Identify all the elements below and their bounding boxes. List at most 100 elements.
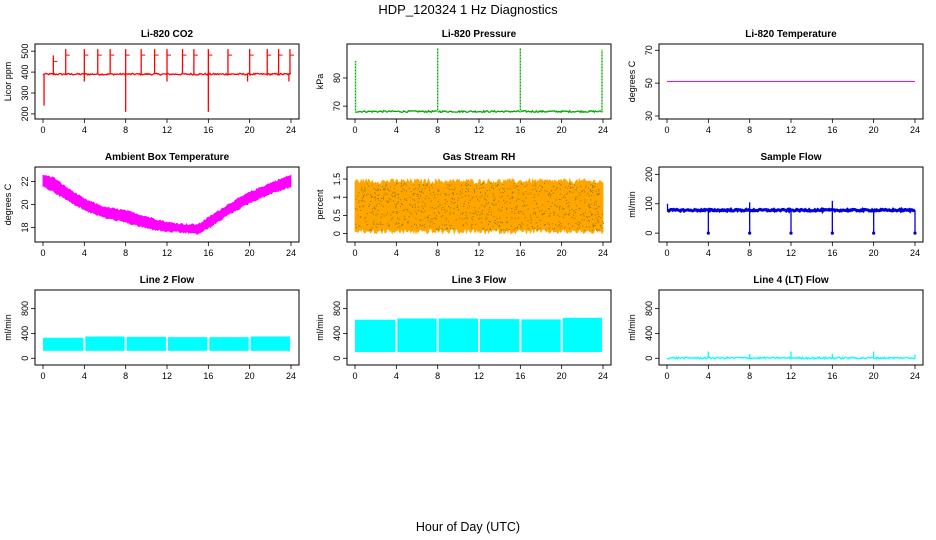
rh-speckle <box>438 190 440 192</box>
y-tick-label: 400 <box>20 326 30 341</box>
panel-4: Ambient Box Temperature 0 4 8 12 16 20 24 18 20 22… <box>3 152 300 258</box>
rh-speckle <box>479 196 481 198</box>
rh-speckle <box>405 200 407 201</box>
rh-speckle <box>465 182 467 184</box>
rh-speckle <box>471 223 473 225</box>
rh-speckle <box>377 197 379 199</box>
rh-speckle <box>506 207 508 209</box>
rh-speckle <box>395 207 397 209</box>
rh-speckle <box>465 190 467 192</box>
rh-speckle <box>405 198 407 200</box>
rh-speckle <box>438 229 439 231</box>
rh-speckle <box>429 221 431 223</box>
rh-speckle <box>591 213 593 215</box>
rh-speckle <box>517 205 518 207</box>
y-tick-label: 22 <box>20 176 30 186</box>
x-tick-label: 4 <box>394 371 399 381</box>
rh-speckle <box>581 219 583 221</box>
rh-speckle <box>449 224 451 226</box>
rh-speckle <box>409 204 411 206</box>
x-tick-label: 12 <box>474 248 484 258</box>
rh-speckle <box>569 184 571 185</box>
x-tick-label: 24 <box>598 125 608 135</box>
rh-speckle <box>417 206 419 208</box>
rh-speckle <box>459 193 461 195</box>
panel-title: Sample Flow <box>760 152 821 163</box>
rh-speckle <box>436 218 437 220</box>
rh-speckle <box>417 196 419 198</box>
y-tick-label: 200 <box>644 167 654 182</box>
y-tick-label: 800 <box>332 301 342 316</box>
rh-speckle <box>602 221 604 223</box>
rh-speckle <box>488 209 490 211</box>
rh-speckle <box>360 217 362 218</box>
y-axis-label: Licor ppm <box>3 62 13 102</box>
rh-speckle <box>385 185 386 187</box>
rh-speckle <box>465 211 467 213</box>
rh-speckle <box>404 208 406 210</box>
rh-speckle <box>401 185 403 187</box>
rh-speckle <box>527 193 529 195</box>
rh-speckle <box>363 196 364 198</box>
rh-speckle <box>416 194 418 196</box>
rh-speckle <box>599 229 601 231</box>
rh-speckle <box>433 223 435 225</box>
rh-speckle <box>438 228 440 230</box>
rh-speckle <box>378 202 380 204</box>
x-tick-label: 24 <box>910 125 920 135</box>
rh-speckle <box>380 224 382 226</box>
rh-speckle <box>431 206 433 208</box>
rh-speckle <box>396 202 398 204</box>
rh-speckle <box>396 211 398 213</box>
flow-band <box>168 337 208 351</box>
rh-speckle <box>418 191 420 193</box>
rh-speckle <box>564 227 566 229</box>
x-tick-label: 4 <box>82 248 87 258</box>
rh-speckle <box>445 194 447 196</box>
rh-speckle <box>483 227 485 229</box>
rh-speckle <box>469 199 471 201</box>
rh-speckle <box>510 225 512 227</box>
x-tick-label: 8 <box>123 371 128 381</box>
y-tick-label: 0 <box>644 356 654 361</box>
rh-speckle <box>574 197 576 199</box>
rh-speckle <box>575 222 577 224</box>
rh-speckle <box>514 218 516 220</box>
y-tick-label: 1.5 <box>332 173 342 186</box>
panel-8: Line 3 Flow 0 4 8 12 16 20 24 0 400 800 ml/min <box>315 275 612 381</box>
rh-speckle <box>399 225 401 227</box>
y-tick-label: 0 <box>332 356 342 361</box>
rh-speckle <box>402 210 404 212</box>
rh-speckle <box>580 214 582 216</box>
rh-speckle <box>398 197 400 199</box>
rh-speckle <box>551 202 553 204</box>
rh-speckle <box>516 208 518 210</box>
rh-speckle <box>394 194 396 196</box>
rh-speckle <box>519 211 521 213</box>
series-band <box>42 174 292 235</box>
rh-speckle <box>506 221 508 223</box>
rh-speckle <box>497 184 499 186</box>
rh-speckle <box>554 228 556 230</box>
rh-speckle <box>380 189 381 191</box>
x-tick-label: 16 <box>827 125 837 135</box>
rh-speckle <box>376 203 378 205</box>
rh-speckle <box>480 217 482 219</box>
rh-speckle <box>486 190 488 192</box>
rh-speckle <box>480 191 481 193</box>
rh-speckle <box>539 184 541 186</box>
rh-speckle <box>492 226 494 228</box>
rh-speckle <box>359 216 361 218</box>
rh-speckle <box>444 199 446 201</box>
rh-speckle <box>576 205 577 206</box>
rh-speckle <box>368 206 370 207</box>
rh-speckle <box>484 206 486 208</box>
rh-speckle <box>559 216 561 218</box>
rh-speckle <box>417 209 419 211</box>
rh-speckle <box>463 203 465 205</box>
y-tick-label: 200 <box>20 106 30 121</box>
rh-speckle <box>590 189 591 191</box>
rh-speckle <box>463 225 465 227</box>
rh-speckle <box>373 206 375 208</box>
rh-speckle <box>428 214 430 216</box>
